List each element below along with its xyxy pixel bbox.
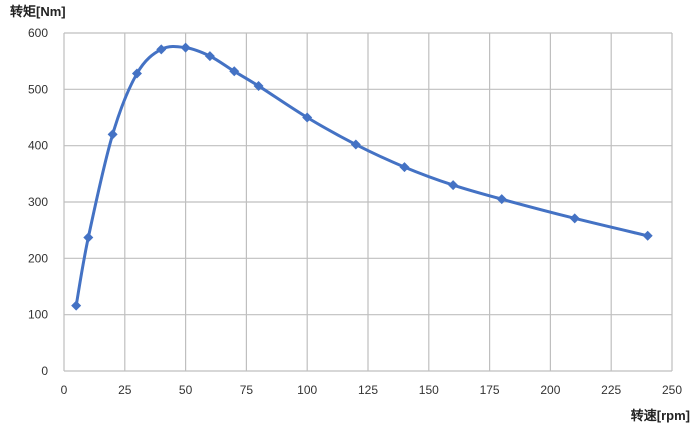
x-tick-label: 100 bbox=[297, 383, 317, 397]
data-point-marker bbox=[253, 80, 264, 91]
y-tick-label: 200 bbox=[28, 251, 48, 265]
x-tick-label: 50 bbox=[179, 383, 193, 397]
data-point-marker bbox=[180, 42, 191, 53]
data-point-marker bbox=[569, 213, 580, 224]
y-tick-label: 0 bbox=[41, 364, 48, 378]
y-tick-label: 400 bbox=[28, 139, 48, 153]
x-tick-label: 175 bbox=[480, 383, 500, 397]
x-tick-label: 25 bbox=[118, 383, 132, 397]
data-point-marker bbox=[229, 66, 240, 77]
x-tick-label: 200 bbox=[540, 383, 560, 397]
x-tick-label: 125 bbox=[358, 383, 378, 397]
y-tick-label: 600 bbox=[28, 26, 48, 40]
data-point-marker bbox=[642, 230, 653, 241]
x-tick-label: 0 bbox=[61, 383, 68, 397]
tick-labels: 0 25 50 75 100 125 150 175 200 225 250 0 100 200 300 40… bbox=[28, 26, 682, 397]
data-point-marker bbox=[399, 162, 410, 173]
x-tick-label: 225 bbox=[601, 383, 621, 397]
data-point-marker bbox=[131, 68, 142, 79]
y-axis-label: 转矩[Nm] bbox=[10, 4, 66, 19]
x-tick-label: 75 bbox=[240, 383, 254, 397]
data-point-marker bbox=[302, 112, 313, 123]
data-point-marker bbox=[448, 180, 459, 191]
data-point-marker bbox=[496, 194, 507, 205]
x-tick-label: 250 bbox=[662, 383, 682, 397]
markers bbox=[71, 42, 653, 311]
x-tick-label: 150 bbox=[419, 383, 439, 397]
data-point-marker bbox=[204, 51, 215, 62]
data-point-marker bbox=[350, 139, 361, 150]
data-point-marker bbox=[107, 129, 118, 140]
y-tick-label: 100 bbox=[28, 308, 48, 322]
grid bbox=[63, 32, 673, 372]
data-point-marker bbox=[83, 232, 94, 243]
series-line bbox=[74, 44, 649, 306]
x-axis-label: 转速[rpm] bbox=[631, 408, 690, 423]
y-tick-label: 500 bbox=[28, 82, 48, 96]
y-tick-label: 300 bbox=[28, 195, 48, 209]
data-point-marker bbox=[156, 44, 167, 55]
data-point-marker bbox=[71, 300, 82, 311]
